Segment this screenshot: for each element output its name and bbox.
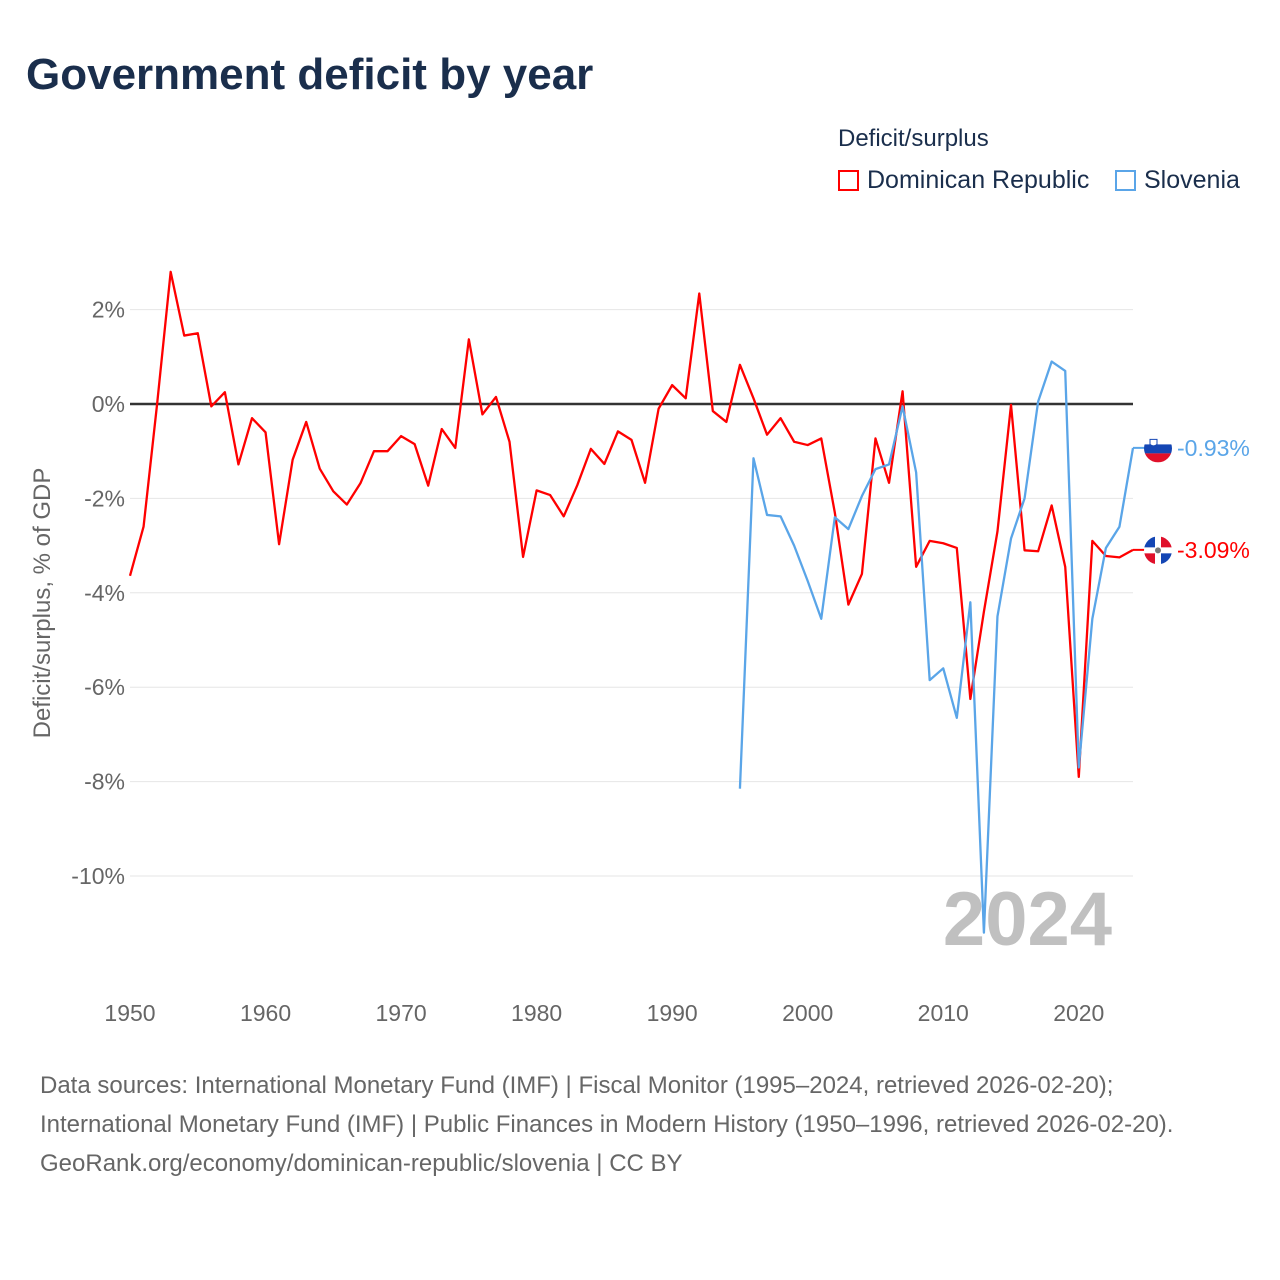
y-tick-label: 0% xyxy=(92,391,125,417)
series-line-dominican-republic xyxy=(128,270,1134,779)
legend-item-slovenia[interactable]: Slovenia xyxy=(1115,166,1240,195)
y-axis-label: Deficit/surplus, % of GDP xyxy=(29,468,56,739)
chart-title: Government deficit by year xyxy=(26,50,594,99)
x-tick-label: 1960 xyxy=(240,1000,291,1026)
y-tick-label: -2% xyxy=(84,485,125,511)
data-sources: Data sources: International Monetary Fun… xyxy=(40,1072,1174,1138)
y-tick-label: -6% xyxy=(84,674,125,700)
legend-item-dominican-republic[interactable]: Dominican Republic xyxy=(838,166,1089,195)
y-tick-label: 2% xyxy=(92,297,125,323)
legend-label: Dominican Republic xyxy=(867,166,1090,194)
x-tick-label: 2010 xyxy=(918,1000,969,1026)
y-tick-label: -8% xyxy=(84,769,125,795)
x-tick-label: 1980 xyxy=(511,1000,562,1026)
x-tick-label: 1970 xyxy=(375,1000,426,1026)
footer: Data sources: International Monetary Fun… xyxy=(40,1066,1250,1183)
legend-swatch xyxy=(838,170,859,191)
end-value-label-dominican-republic: -3.09% xyxy=(1177,537,1250,563)
x-tick-label: 1950 xyxy=(104,1000,155,1026)
slovenia-flag-icon xyxy=(1144,434,1172,463)
legend-title: Deficit/surplus xyxy=(838,125,989,152)
end-value-label-slovenia: -0.93% xyxy=(1177,435,1250,461)
year-watermark: 2024 xyxy=(943,877,1112,962)
y-tick-label: -10% xyxy=(71,863,125,889)
x-tick-label: 2000 xyxy=(782,1000,833,1026)
x-tick-label: 2020 xyxy=(1053,1000,1104,1026)
legend-swatch xyxy=(1115,170,1136,191)
x-tick-label: 1990 xyxy=(647,1000,698,1026)
y-tick-label: -4% xyxy=(84,580,125,606)
series-line-slovenia xyxy=(738,360,1135,934)
dominican-republic-flag-icon xyxy=(1144,536,1172,565)
credit-link[interactable]: GeoRank.org/economy/dominican-republic/s… xyxy=(40,1150,683,1177)
legend-label: Slovenia xyxy=(1144,166,1240,194)
